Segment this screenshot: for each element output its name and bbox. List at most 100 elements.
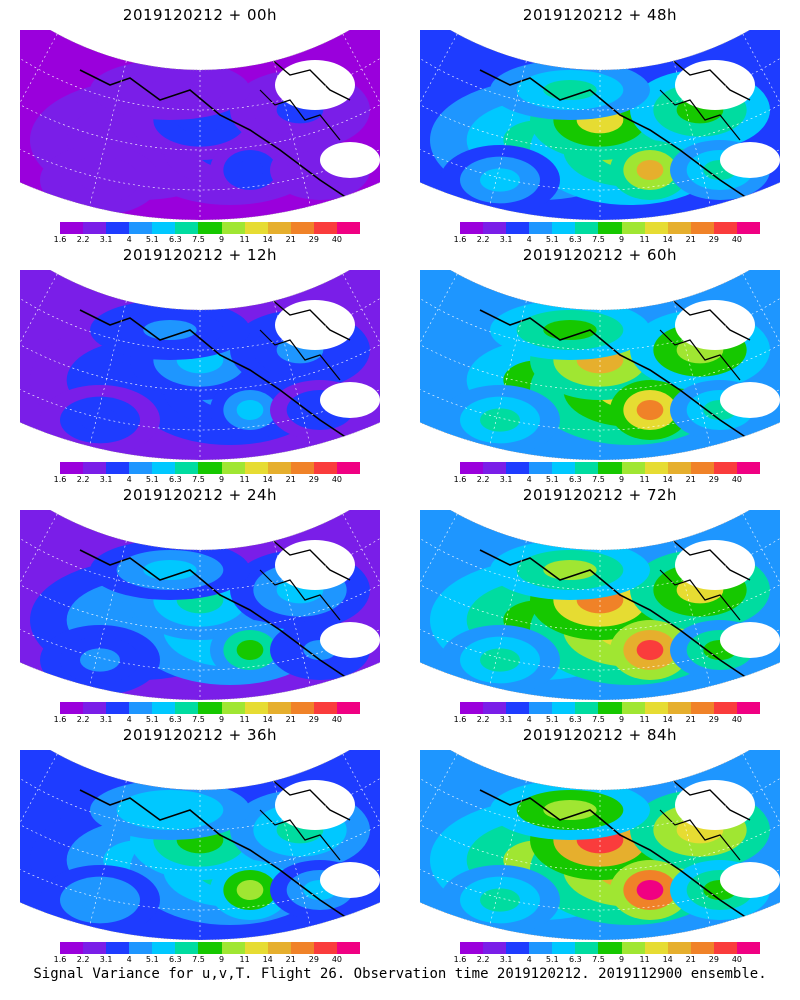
- colorbar-tick-label: 6.3: [569, 235, 582, 244]
- colorbar-tick-label: 3.1: [499, 475, 513, 484]
- colorbar-swatch: [667, 702, 691, 714]
- colorbar-tick-label: 40: [331, 715, 343, 724]
- colorbar-tick-label: 4: [526, 235, 532, 244]
- colorbar-swatch: [483, 702, 507, 714]
- forecast-panel: 2019120212 + 72h 1.6 2.2 3.1 4 5.1 6.3 7.5 9 11 14…: [400, 480, 800, 728]
- colorbar-tick-label: 4: [526, 475, 532, 484]
- colorbar-tick-label: 6.3: [569, 955, 582, 964]
- colorbar-labels: 1.6 2.2 3.1 4 5.1 6.3 7.5 9 11 14 21 29 40: [54, 235, 360, 245]
- colorbar-swatch: [60, 462, 84, 474]
- colorbar-tick-label: 2.2: [476, 235, 490, 244]
- colorbar-tick-label: 21: [285, 715, 296, 724]
- panel-title: 2019120212 + 60h: [522, 246, 678, 264]
- colorbar-tick-label: 1.6: [53, 715, 67, 724]
- colorbar-labels: 1.6 2.2 3.1 4 5.1 6.3 7.5 9 11 14 21 29 40: [54, 715, 360, 725]
- colorbar-tick-label: 11: [239, 475, 250, 484]
- colorbar-swatch: [552, 222, 576, 234]
- colorbar-swatch: [198, 942, 222, 954]
- colorbar-tick-label: 2.2: [76, 715, 90, 724]
- colorbar-swatch: [175, 462, 199, 474]
- forecast-panel: 2019120212 + 84h 1.6 2.2 3.1 4 5.1 6.3 7.5 9 11 14…: [400, 720, 800, 968]
- colorbar-swatch: [552, 462, 576, 474]
- colorbar-swatch: [313, 222, 337, 234]
- colorbar-tick-label: 5.1: [145, 955, 159, 964]
- colorbar-tick-label: 2.2: [76, 235, 90, 244]
- colorbar-swatch: [690, 222, 714, 234]
- colorbar-tick-label: 7.5: [592, 715, 605, 724]
- colorbar-swatch: [690, 702, 714, 714]
- variance-map: [420, 30, 780, 220]
- colorbar-swatch: [575, 702, 599, 714]
- colorbar-tick-label: 7.5: [192, 715, 205, 724]
- colorbar-swatch: [336, 942, 361, 954]
- colorbar: [60, 942, 361, 954]
- colorbar-swatch: [267, 462, 291, 474]
- variance-map: [20, 510, 380, 700]
- colorbar-tick-label: 7.5: [592, 955, 605, 964]
- colorbar: [60, 702, 361, 714]
- colorbar-swatch: [290, 702, 314, 714]
- colorbar-tick-label: 2.2: [76, 475, 90, 484]
- variance-map: [20, 270, 380, 460]
- colorbar-tick-label: 9: [618, 475, 625, 484]
- colorbar-swatch: [483, 462, 507, 474]
- colorbar: [460, 942, 761, 954]
- colorbar-swatch: [267, 222, 291, 234]
- colorbar-tick-label: 14: [662, 475, 673, 484]
- colorbar-tick-label: 14: [262, 475, 273, 484]
- colorbar-tick-label: 9: [618, 235, 625, 244]
- colorbar-tick-label: 5.1: [145, 475, 159, 484]
- colorbar-tick-label: 21: [685, 715, 696, 724]
- colorbar-tick-label: 14: [262, 235, 273, 244]
- colorbar-swatch: [736, 702, 761, 714]
- colorbar-swatch: [575, 222, 599, 234]
- colorbar: [60, 462, 361, 474]
- colorbar-swatch: [290, 462, 314, 474]
- colorbar-swatch: [667, 462, 691, 474]
- colorbar-swatch: [244, 702, 268, 714]
- colorbar-swatch: [460, 222, 484, 234]
- colorbar-swatch: [152, 942, 176, 954]
- colorbar-swatch: [198, 702, 222, 714]
- colorbar-tick-label: 6.3: [569, 715, 582, 724]
- colorbar-tick-label: 11: [639, 955, 650, 964]
- colorbar-swatch: [83, 222, 107, 234]
- forecast-panel: 2019120212 + 00h 1.6 2.2 3.1 4 5.1 6.3 7.5 9 11 14…: [0, 0, 400, 248]
- colorbar-swatch: [529, 462, 553, 474]
- colorbar-swatch: [644, 222, 668, 234]
- colorbar-swatch: [621, 702, 645, 714]
- variance-map: [420, 750, 780, 940]
- colorbar-swatch: [244, 462, 268, 474]
- colorbar-tick-label: 3.1: [499, 715, 513, 724]
- colorbar-swatch: [713, 462, 737, 474]
- colorbar-swatch: [575, 462, 599, 474]
- colorbar-swatch: [667, 222, 691, 234]
- colorbar-swatch: [60, 942, 84, 954]
- colorbar-tick-label: 3.1: [99, 475, 113, 484]
- colorbar-tick-label: 2.2: [76, 955, 90, 964]
- colorbar-tick-label: 11: [239, 715, 250, 724]
- colorbar-swatch: [106, 942, 130, 954]
- colorbar-tick-label: 2.2: [476, 475, 490, 484]
- colorbar-swatch: [506, 222, 530, 234]
- panel-title: 2019120212 + 00h: [122, 6, 278, 24]
- colorbar-swatch: [529, 222, 553, 234]
- colorbar: [460, 222, 761, 234]
- colorbar-tick-label: 11: [239, 955, 250, 964]
- colorbar-tick-label: 29: [708, 715, 719, 724]
- colorbar-swatch: [460, 702, 484, 714]
- colorbar-labels: 1.6 2.2 3.1 4 5.1 6.3 7.5 9 11 14 21 29 40: [54, 955, 360, 965]
- colorbar-swatch: [244, 222, 268, 234]
- variance-map: [20, 30, 380, 220]
- colorbar-swatch: [552, 702, 576, 714]
- colorbar-tick-label: 29: [708, 475, 719, 484]
- colorbar-swatch: [60, 702, 84, 714]
- panel-title: 2019120212 + 84h: [522, 726, 678, 744]
- colorbar: [460, 462, 761, 474]
- colorbar-swatch: [598, 462, 622, 474]
- variance-map: [420, 270, 780, 460]
- colorbar-swatch: [129, 702, 153, 714]
- colorbar-swatch: [483, 942, 507, 954]
- colorbar-tick-label: 5.1: [145, 235, 159, 244]
- colorbar-swatch: [336, 222, 361, 234]
